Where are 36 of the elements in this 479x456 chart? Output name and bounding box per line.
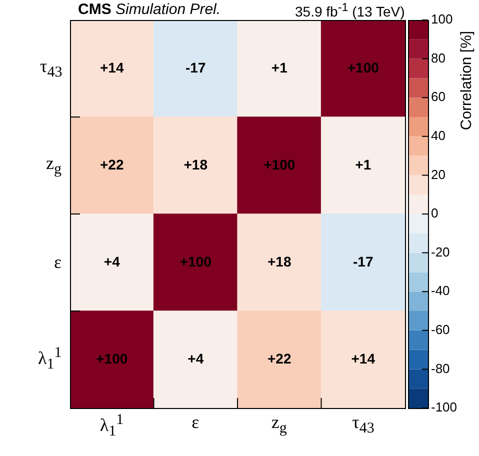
color-bar-label: -100 bbox=[431, 400, 458, 415]
x-tick-label: ε bbox=[192, 412, 200, 433]
color-bar-label: 20 bbox=[431, 166, 446, 182]
data-label: +1 bbox=[271, 59, 288, 76]
data-label: +1 bbox=[355, 156, 372, 172]
data-label: +22 bbox=[100, 156, 124, 172]
data-label: -17 bbox=[186, 59, 206, 76]
color-bar-label: -60 bbox=[431, 322, 450, 337]
y-tick-label: ε bbox=[54, 252, 62, 273]
chart-title: CMS Simulation Prel. bbox=[78, 1, 221, 18]
x-tick-label: τ$_{43}$ bbox=[352, 412, 374, 438]
color-bar-label: 40 bbox=[431, 128, 446, 143]
data-label: +14 bbox=[100, 59, 124, 76]
data-label: +4 bbox=[104, 253, 120, 270]
data-label: +100 bbox=[347, 59, 380, 76]
color-bar-title: Correlation [%] bbox=[458, 30, 475, 130]
data-label: -17 bbox=[353, 253, 374, 270]
data-label: +18 bbox=[268, 253, 292, 270]
y-tick-label: z$_{g}$ bbox=[46, 152, 62, 178]
color-bar-label: -40 bbox=[431, 283, 450, 298]
x-tick-label: z$_{g}$ bbox=[271, 412, 287, 438]
data-label: +100 bbox=[264, 156, 296, 172]
color-bar-label: 60 bbox=[431, 89, 446, 104]
color-bar-label: -20 bbox=[431, 244, 450, 260]
text: 35.9 fb$^{-1}$ (13 TeV) bbox=[295, 1, 405, 20]
data-label: +22 bbox=[268, 350, 292, 366]
data-label: +100 bbox=[180, 253, 212, 270]
data-label: +18 bbox=[184, 156, 208, 172]
data-label: +14 bbox=[351, 350, 376, 366]
data-label: +4 bbox=[188, 350, 204, 366]
y-tick-label: τ$_{43}$ bbox=[40, 56, 62, 82]
color-bar-label: 80 bbox=[431, 50, 446, 66]
color-bar-label: 0 bbox=[431, 206, 438, 221]
color-bar-label: -80 bbox=[431, 360, 450, 376]
color-bar-label: 100 bbox=[431, 12, 453, 27]
data-label: +100 bbox=[96, 350, 128, 366]
